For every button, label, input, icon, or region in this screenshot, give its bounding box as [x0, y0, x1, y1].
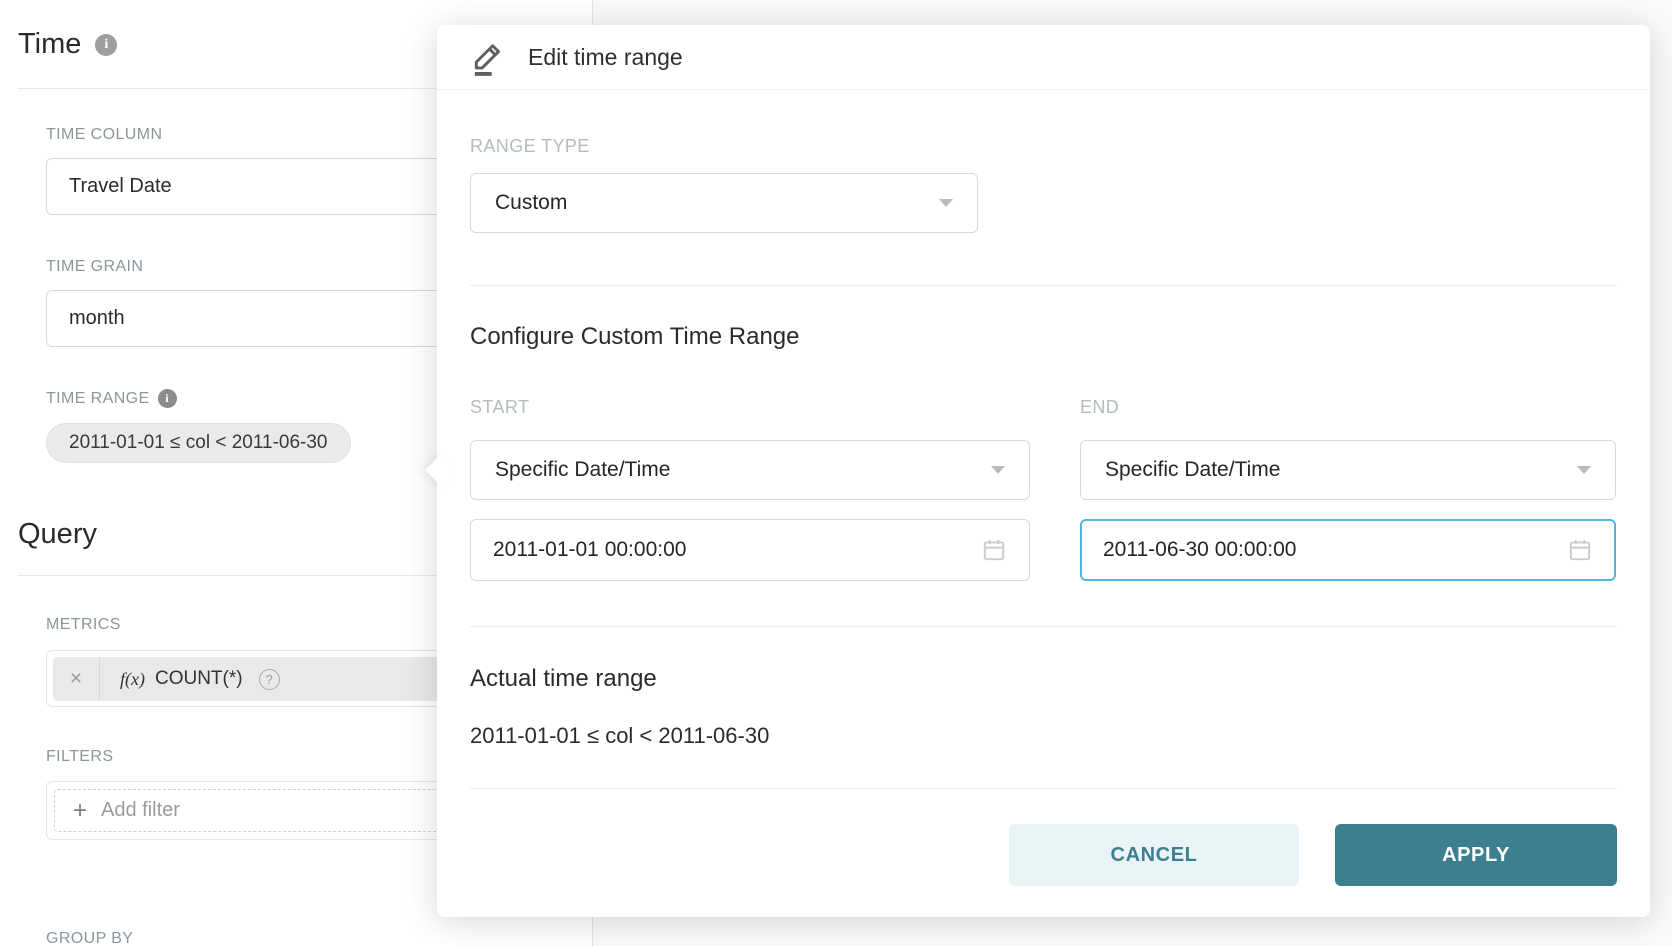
- time-range-label: TIME RANGE i: [46, 389, 177, 408]
- actual-time-range-heading: Actual time range: [470, 665, 657, 692]
- end-type-select[interactable]: Specific Date/Time: [1080, 440, 1616, 500]
- end-datetime-value: 2011-06-30 00:00:00: [1103, 538, 1297, 561]
- filters-label: FILTERS: [46, 748, 114, 765]
- section-divider: [18, 88, 560, 89]
- end-column: END Specific Date/Time 2011-06-30 00:00:…: [1080, 397, 1616, 581]
- start-type-select[interactable]: Specific Date/Time: [470, 440, 1030, 500]
- help-icon[interactable]: ?: [258, 668, 280, 690]
- chevron-down-icon: [939, 199, 953, 207]
- group-by-label: GROUP BY: [46, 930, 134, 946]
- time-grain-value: month: [69, 307, 125, 329]
- start-label: START: [470, 397, 530, 417]
- cancel-button[interactable]: CANCEL: [1009, 824, 1299, 886]
- divider: [470, 788, 1617, 789]
- start-datetime-input[interactable]: 2011-01-01 00:00:00: [470, 519, 1030, 581]
- end-datetime-input[interactable]: 2011-06-30 00:00:00: [1080, 519, 1616, 581]
- info-icon[interactable]: i: [95, 33, 118, 56]
- range-type-value: Custom: [495, 191, 568, 214]
- query-section-label: Query: [18, 518, 97, 550]
- time-section-title: Time i: [18, 28, 118, 61]
- actual-time-range-value: 2011-01-01 ≤ col < 2011-06-30: [470, 723, 770, 748]
- configure-heading: Configure Custom Time Range: [470, 323, 800, 350]
- plus-icon: +: [73, 796, 88, 824]
- start-column: START Specific Date/Time 2011-01-01 00:0…: [470, 397, 1030, 581]
- end-type-value: Specific Date/Time: [1105, 458, 1281, 481]
- chevron-down-icon: [1577, 466, 1591, 474]
- range-type-label: RANGE TYPE: [470, 136, 590, 156]
- divider: [470, 626, 1617, 627]
- chevron-down-icon: [991, 466, 1005, 474]
- section-divider: [18, 575, 560, 576]
- add-filter-label: Add filter: [101, 799, 180, 821]
- calendar-icon[interactable]: [1567, 537, 1593, 563]
- calendar-icon[interactable]: [981, 537, 1007, 563]
- apply-button[interactable]: APPLY: [1335, 824, 1617, 886]
- end-label: END: [1080, 397, 1120, 417]
- time-range-pill[interactable]: 2011-01-01 ≤ col < 2011-06-30: [46, 423, 351, 463]
- time-column-label: TIME COLUMN: [46, 126, 163, 143]
- remove-metric-icon[interactable]: ×: [53, 657, 100, 701]
- info-icon[interactable]: i: [157, 389, 177, 408]
- popover-title: Edit time range: [528, 43, 683, 70]
- time-grain-label: TIME GRAIN: [46, 258, 144, 275]
- metric-name: COUNT(*): [154, 668, 243, 689]
- edit-pencil-icon: [474, 44, 500, 76]
- metrics-label: METRICS: [46, 616, 121, 633]
- time-column-value: Travel Date: [69, 175, 172, 197]
- divider: [470, 285, 1617, 286]
- query-section-title: Query: [18, 518, 97, 551]
- function-icon: f(x): [120, 668, 145, 689]
- start-datetime-value: 2011-01-01 00:00:00: [493, 538, 687, 561]
- popover-header: Edit time range: [437, 25, 1650, 90]
- start-type-value: Specific Date/Time: [495, 458, 671, 481]
- add-filter-button[interactable]: + Add filter: [54, 789, 552, 832]
- time-section-label: Time: [18, 28, 82, 60]
- range-type-select[interactable]: Custom: [470, 173, 978, 233]
- edit-time-range-popover: Edit time range RANGE TYPE Custom Config…: [437, 25, 1650, 917]
